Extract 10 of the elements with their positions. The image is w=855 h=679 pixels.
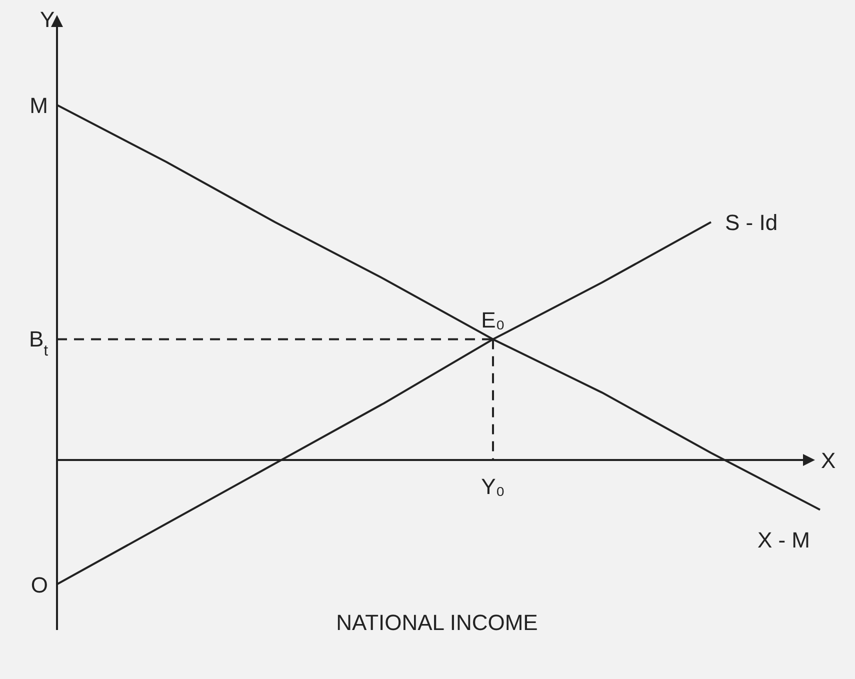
y-axis-title: Y bbox=[40, 7, 55, 32]
x-axis-title: NATIONAL INCOME bbox=[336, 610, 538, 635]
ref-line-label: B$_{t}$ bbox=[29, 326, 49, 359]
series-label: S - Id bbox=[725, 210, 778, 236]
text: X bbox=[821, 448, 836, 473]
annotation: Y₀ bbox=[481, 474, 505, 499]
text: O bbox=[30, 572, 48, 598]
series-label: X - M bbox=[757, 528, 810, 553]
text: M bbox=[30, 93, 48, 118]
annotation: E₀ bbox=[481, 307, 505, 332]
